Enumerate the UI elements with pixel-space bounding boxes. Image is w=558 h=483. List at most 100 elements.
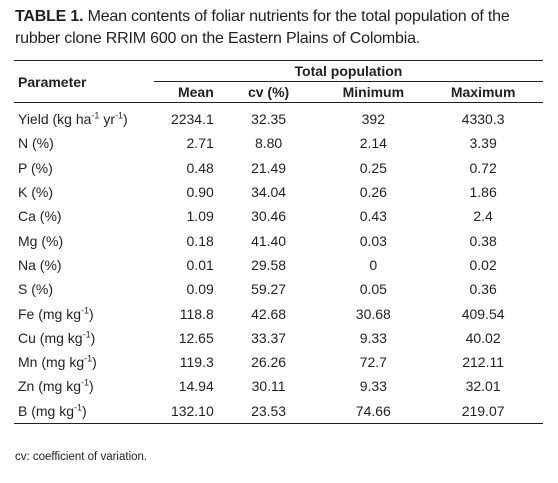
cell-cv: 26.26: [251, 354, 287, 371]
cell-cv: 59.27: [251, 281, 287, 298]
table-caption: TABLE 1. Mean contents of foliar nutrien…: [15, 6, 545, 50]
row-parameter: N (%): [14, 131, 154, 155]
parameter-text: Zn (mg kg: [18, 378, 82, 395]
table-row: S (%) 0.09 59.27 0.05 0.36: [14, 277, 543, 301]
cell-maximum: 212.11: [462, 354, 504, 371]
caption-label: TABLE 1.: [15, 8, 84, 25]
unit-exponent: -1: [74, 402, 83, 413]
cell-maximum: 409.54: [461, 305, 505, 322]
parameter-text: K (%): [18, 184, 53, 201]
parameter-text: Mg (%): [18, 232, 64, 249]
cell-cv: 23.53: [251, 402, 287, 419]
col-header-cv: cv (%): [247, 84, 290, 100]
cell-cv: 30.11: [251, 378, 286, 395]
unit-exponent: -1: [81, 377, 90, 388]
row-parameter: Ca (%): [14, 204, 154, 228]
cell-mean: 0.18: [186, 232, 214, 249]
cell-minimum: 2.14: [359, 135, 387, 152]
cell-minimum: 392: [361, 111, 385, 128]
table-row: Mn (mg kg-1) 119.3 26.26 72.7 212.11: [14, 350, 543, 374]
row-parameter: Mn (mg kg-1): [14, 350, 154, 374]
cell-maximum: 40.02: [465, 329, 501, 346]
table-row: N (%) 2.71 8.80 2.14 3.39: [14, 131, 543, 155]
table-row: Ca (%) 1.09 30.46 0.43 2.4: [14, 204, 543, 228]
row-parameter: Yield (kg ha-1 yr-1): [14, 103, 154, 132]
cell-maximum: 219.07: [461, 402, 505, 419]
cell-minimum: 0.03: [359, 232, 387, 249]
cell-cv: 42.68: [251, 305, 287, 322]
row-parameter: B (mg kg-1): [14, 399, 154, 424]
cell-minimum: 9.33: [359, 329, 387, 346]
caption-text: Mean contents of foliar nutrients for th…: [15, 8, 510, 47]
cell-minimum: 9.33: [359, 378, 387, 395]
row-parameter: K (%): [14, 180, 154, 204]
parameter-text: Cu (mg kg: [18, 329, 83, 346]
row-parameter: Zn (mg kg-1): [14, 374, 154, 398]
unit-exponent: -1: [81, 304, 90, 315]
cell-mean: 2234.1: [170, 111, 214, 128]
cell-maximum: 32.01: [465, 378, 501, 395]
cell-mean: 119.3: [179, 354, 214, 371]
cell-mean: 0.01: [186, 256, 214, 273]
table-row: K (%) 0.90 34.04 0.26 1.86: [14, 180, 543, 204]
col-header-minimum: Minimum: [342, 84, 405, 100]
table-row: Cu (mg kg-1) 12.65 33.37 9.33 40.02: [14, 326, 543, 350]
cell-cv: 34.04: [251, 184, 287, 201]
row-parameter: P (%): [14, 156, 154, 180]
cell-mean: 2.71: [186, 135, 214, 152]
cell-maximum: 3.39: [469, 135, 497, 152]
cell-mean: 0.09: [186, 281, 214, 298]
unit-exponent: -1: [82, 329, 91, 340]
cell-maximum: 0.02: [469, 256, 497, 273]
cell-cv: 33.37: [251, 329, 287, 346]
cell-mean: 0.90: [186, 184, 214, 201]
unit-exponent: -1: [115, 110, 124, 121]
parameter-text: ): [90, 329, 96, 346]
cell-minimum: 0.25: [359, 159, 387, 176]
cell-minimum: 0.05: [359, 281, 387, 298]
row-parameter: Mg (%): [14, 228, 154, 252]
cell-maximum: 4330.3: [461, 111, 505, 128]
parameter-text: N (%): [18, 135, 54, 152]
cell-cv: 29.58: [251, 256, 287, 273]
cell-maximum: 0.72: [469, 159, 497, 176]
col-header-mean: Mean: [177, 84, 214, 100]
row-parameter: Cu (mg kg-1): [14, 326, 154, 350]
parameter-text: ): [92, 354, 97, 371]
cell-maximum: 2.4: [473, 208, 493, 225]
cell-cv: 32.35: [251, 111, 287, 128]
cell-minimum: 0: [369, 256, 378, 273]
group-header: Total population: [153, 60, 543, 82]
parameter-text: ): [89, 378, 94, 395]
cell-cv: 41.40: [251, 232, 287, 249]
table-row: Mg (%) 0.18 41.40 0.03 0.38: [14, 228, 543, 252]
col-header-maximum: Maximum: [450, 84, 516, 100]
footnote: cv: coefficient of variation.: [15, 451, 148, 463]
parameter-text: S (%): [18, 281, 53, 298]
unit-exponent: -1: [91, 110, 100, 121]
cell-cv: 21.49: [251, 159, 287, 176]
unit-exponent: -1: [84, 353, 93, 364]
parameter-text: B (mg kg: [18, 402, 75, 419]
row-parameter: Fe (mg kg-1): [14, 301, 154, 325]
cell-minimum: 72.7: [359, 354, 387, 371]
row-parameter: Na (%): [14, 253, 154, 277]
cell-mean: 132.10: [170, 402, 214, 419]
cell-mean: 12.65: [178, 329, 214, 346]
cell-mean: 0.48: [186, 159, 214, 176]
cell-maximum: 1.86: [469, 184, 497, 201]
cell-mean: 14.94: [178, 378, 214, 395]
parameter-text: ): [89, 305, 94, 322]
cell-cv: 8.80: [254, 135, 283, 152]
parameter-text: Mn (mg kg: [18, 354, 85, 371]
cell-minimum: 0.26: [359, 184, 387, 201]
table-row: Fe (mg kg-1) 118.8 42.68 30.68 409.54: [14, 301, 543, 325]
parameter-text: Fe (mg kg: [18, 305, 82, 322]
table-row: B (mg kg-1) 132.10 23.53 74.66 219.07: [14, 399, 543, 424]
parameter-text: ): [123, 111, 128, 128]
cell-mean: 1.09: [186, 208, 214, 225]
parameter-text: yr: [99, 111, 115, 128]
cell-maximum: 0.36: [469, 281, 497, 298]
parameter-text: Yield (kg ha: [18, 111, 92, 128]
table-row: Zn (mg kg-1) 14.94 30.11 9.33 32.01: [14, 374, 543, 398]
